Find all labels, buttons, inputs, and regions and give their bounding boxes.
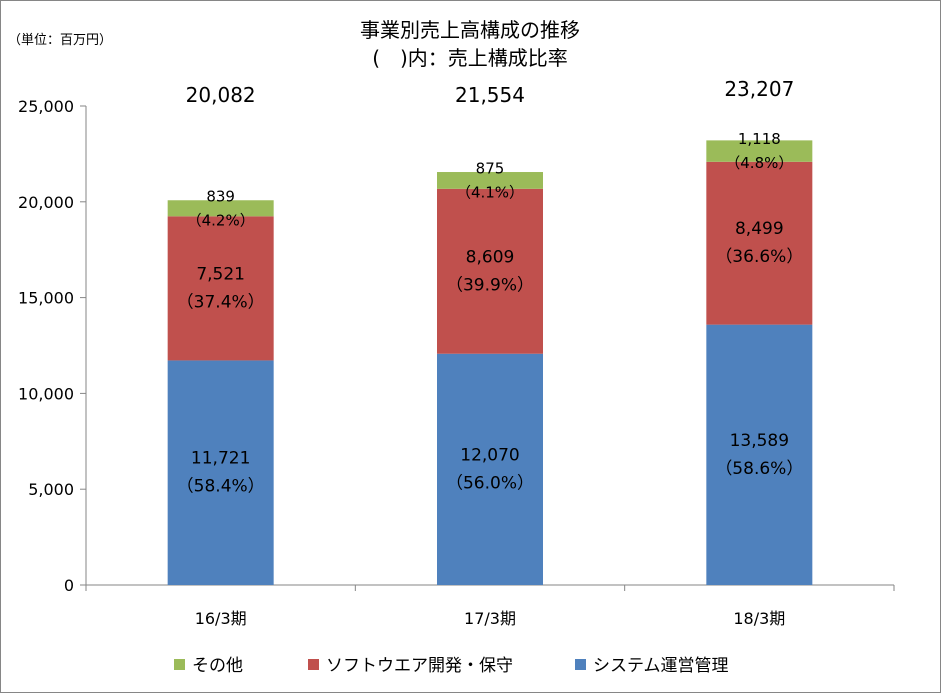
bar-segment (167, 200, 274, 217)
legend-label: ソフトウエア開発・保守 (326, 656, 513, 676)
bar-segment (437, 353, 543, 585)
total-label: 21,554 (455, 83, 525, 107)
bar-segment (706, 161, 813, 325)
legend-label: その他 (192, 656, 243, 676)
data-label-percent: （4.1%） (456, 183, 524, 201)
bar-segment (437, 188, 543, 354)
total-label: 20,082 (186, 83, 256, 107)
data-label-value: 12,070 (460, 445, 519, 465)
data-label-percent: （4.8%） (725, 154, 793, 172)
data-label-percent: （39.9%） (446, 275, 534, 295)
data-label-value: 839 (206, 187, 235, 205)
chart-title: 事業別売上高構成の推移 (360, 18, 580, 42)
legend-swatch (174, 659, 185, 670)
bar-segment (167, 360, 274, 585)
bar-segment (437, 172, 543, 189)
data-label-value: 13,589 (730, 431, 789, 451)
data-label-value: 8,499 (735, 219, 784, 239)
y-tick-label: 25,000 (18, 97, 74, 116)
y-tick-label: 5,000 (28, 480, 74, 499)
y-tick-label: 15,000 (18, 289, 74, 308)
x-category-label: 18/3期 (733, 609, 785, 628)
data-label-percent: （4.2%） (187, 211, 255, 229)
legend-label: システム運営管理 (593, 656, 729, 676)
bar-segment (706, 324, 813, 585)
data-label-value: 7,521 (196, 264, 245, 284)
data-label-value: 8,609 (466, 247, 515, 267)
bar-segment (706, 140, 813, 162)
x-category-label: 16/3期 (195, 609, 247, 628)
chart-subtitle: ( )内：売上構成比率 (372, 46, 568, 70)
y-tick-label: 10,000 (18, 384, 74, 403)
data-label-percent: （36.6%） (715, 247, 803, 267)
data-label-value: 1,118 (738, 130, 781, 148)
data-label-percent: （56.0%） (446, 473, 534, 493)
y-tick-label: 20,000 (18, 193, 74, 212)
data-label-percent: （58.6%） (715, 459, 803, 479)
y-tick-label: 0 (64, 576, 74, 595)
data-label-value: 875 (476, 159, 505, 177)
legend-swatch (308, 659, 319, 670)
x-category-label: 17/3期 (464, 609, 516, 628)
unit-label: （単位：百万円） (8, 32, 112, 48)
data-label-percent: （58.4%） (177, 477, 265, 497)
bar-segment (167, 216, 274, 361)
legend-swatch (575, 659, 586, 670)
data-label-percent: （37.4%） (177, 292, 265, 312)
data-label-value: 11,721 (191, 449, 250, 469)
total-label: 23,207 (724, 77, 794, 101)
